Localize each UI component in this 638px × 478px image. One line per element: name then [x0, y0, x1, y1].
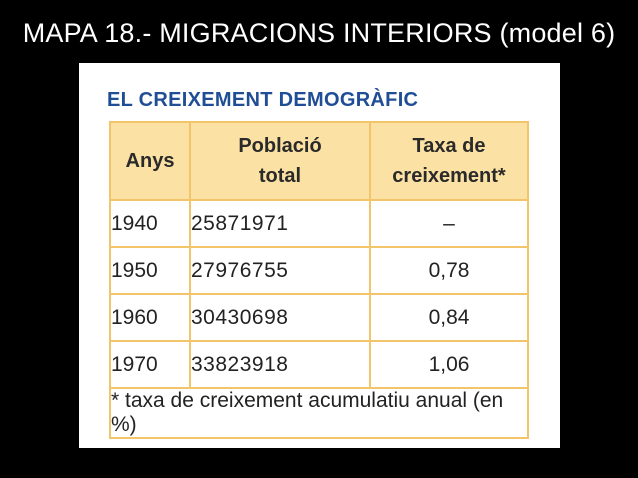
table-panel: EL CREIXEMENT DEMOGRÀFIC Anys Població t… [79, 63, 560, 448]
cell-rate: – [369, 199, 529, 248]
cell-population: 33823918 [189, 340, 371, 389]
header-rate-line1: Taxa de [412, 135, 486, 157]
cell-year: 1970 [109, 340, 191, 389]
cell-population: 27976755 [189, 246, 371, 295]
cell-rate: 1,06 [369, 340, 529, 389]
header-year-label: Anys [125, 150, 175, 172]
table-row: 1970 33823918 1,06 [109, 340, 529, 389]
table-header-row: Anys Població total Taxa de creixement* [109, 121, 529, 201]
table-row: 1960 30430698 0,84 [109, 293, 529, 342]
table-row: 1940 25871971 – [109, 199, 529, 248]
header-rate-line2: creixement* [392, 165, 506, 187]
header-rate: Taxa de creixement* [369, 121, 529, 201]
table-row: 1950 27976755 0,78 [109, 246, 529, 295]
cell-rate: 0,78 [369, 246, 529, 295]
cell-year: 1950 [109, 246, 191, 295]
header-population-line1: Població [238, 135, 322, 157]
population-table: Anys Població total Taxa de creixement* … [109, 121, 529, 439]
slide-title: MAPA 18.- MIGRACIONS INTERIORS (model 6) [22, 18, 616, 48]
header-population: Població total [189, 121, 371, 201]
footnote: * taxa de creixement acumulatiu anual (e… [109, 387, 529, 439]
footnote-row: * taxa de creixement acumulatiu anual (e… [109, 387, 529, 439]
table-title: EL CREIXEMENT DEMOGRÀFIC [107, 89, 419, 111]
cell-population: 30430698 [189, 293, 371, 342]
header-population-line2: total [258, 165, 302, 187]
cell-year: 1940 [109, 199, 191, 248]
cell-year: 1960 [109, 293, 191, 342]
cell-population: 25871971 [189, 199, 371, 248]
cell-rate: 0,84 [369, 293, 529, 342]
header-year: Anys [109, 121, 191, 201]
